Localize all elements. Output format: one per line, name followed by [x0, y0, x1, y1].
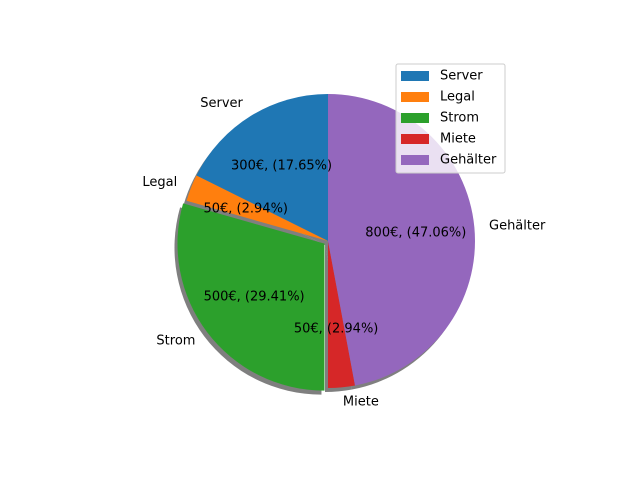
- legend-frame: [395, 63, 506, 174]
- legend-label-legal: Legal: [440, 90, 475, 105]
- category-label-gehalter: Gehälter: [489, 219, 546, 234]
- legend-swatch-legal: [401, 92, 429, 102]
- legend-swatch-miete: [401, 134, 429, 144]
- legend-swatch-server: [401, 71, 429, 81]
- slice-server: [196, 94, 328, 241]
- slice-miete: [328, 241, 356, 388]
- legend: Server Legal Strom Miete Gehälter: [395, 63, 506, 174]
- legend-swatch-gehalter: [401, 155, 429, 165]
- slice-value-labels: 300€, (17.65%) 50€, (2.94%) 500€, (29.41%)…: [203, 159, 466, 337]
- category-label-legal: Legal: [142, 175, 177, 190]
- legend-swatch-strom: [401, 113, 429, 123]
- category-labels: Server Legal Strom Miete Gehälter: [142, 96, 546, 409]
- slice-label-server: 300€, (17.65%): [231, 159, 332, 174]
- legend-label-strom: Strom: [440, 111, 479, 126]
- slice-label-miete: 50€, (2.94%): [294, 321, 379, 336]
- category-label-strom: Strom: [156, 334, 195, 349]
- legend-label-miete: Miete: [440, 132, 476, 147]
- slice-label-strom: 500€, (29.41%): [204, 289, 305, 304]
- slice-legal: [186, 175, 328, 241]
- category-label-server: Server: [200, 96, 243, 111]
- slice-strom: [177, 203, 325, 391]
- legend-label-server: Server: [440, 69, 483, 84]
- legend-label-gehalter: Gehälter: [440, 153, 497, 168]
- slice-label-legal: 50€, (2.94%): [203, 202, 288, 217]
- category-label-miete: Miete: [343, 395, 379, 410]
- slice-label-gehalter: 800€, (47.06%): [365, 225, 466, 240]
